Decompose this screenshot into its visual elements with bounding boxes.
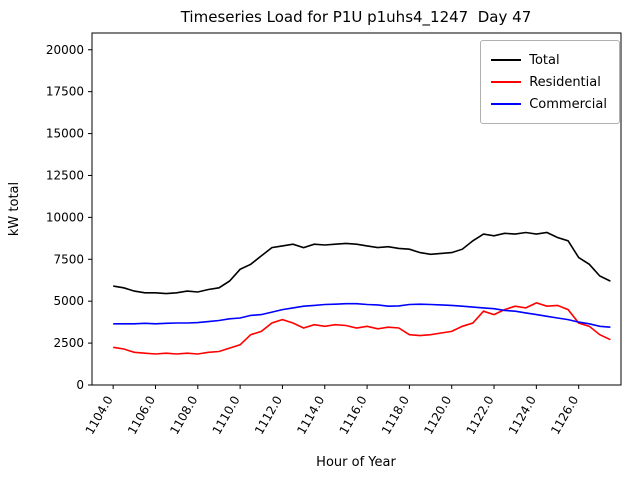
- y-tick-label: 17500: [46, 85, 84, 99]
- x-tick-label: 1114.0: [294, 394, 327, 437]
- y-tick-label: 0: [76, 378, 84, 392]
- commercial-line-swatch: [491, 103, 522, 105]
- y-tick-label: 12500: [46, 168, 84, 182]
- x-axis-label: Hour of Year: [316, 455, 396, 470]
- total-line: [113, 231, 611, 295]
- x-tick-label: 1104.0: [83, 394, 116, 437]
- y-tick-label: 10000: [46, 210, 84, 224]
- x-tick-label: 1122.0: [464, 394, 497, 437]
- legend-item-residential: Residential: [491, 71, 607, 93]
- legend-label-residential: Residential: [529, 74, 601, 90]
- y-axis-label: kW total: [7, 182, 22, 236]
- residential-line: [113, 302, 611, 355]
- x-tick-label: 1116.0: [337, 394, 370, 437]
- y-axis-ticks: 0 2500 5000 7500 10000 12500 15000 17500 20000: [46, 43, 92, 392]
- legend-item-total: Total: [491, 49, 607, 71]
- x-tick-label: 1120.0: [421, 394, 454, 437]
- legend-label-total: Total: [529, 52, 560, 68]
- y-tick-label: 20000: [46, 43, 84, 57]
- x-tick-label: 1110.0: [210, 394, 243, 437]
- x-axis-ticks: 1104.0 1106.0 1108.0 1110.0 1112.0 1114.0 1116…: [83, 385, 581, 437]
- legend-item-commercial: Commercial: [491, 93, 607, 115]
- plot-lines: [113, 231, 611, 355]
- x-tick-label: 1112.0: [252, 394, 285, 437]
- x-tick-label: 1118.0: [379, 394, 412, 437]
- x-tick-label: 1108.0: [167, 394, 200, 437]
- chart-title: Timeseries Load for P1U p1uhs4_1247 Day …: [180, 8, 532, 27]
- x-tick-label: 1126.0: [548, 394, 581, 437]
- legend-label-commercial: Commercial: [529, 96, 607, 112]
- commercial-line: [113, 302, 611, 328]
- legend: Total Residential Commercial: [480, 40, 620, 124]
- y-tick-label: 15000: [46, 127, 84, 141]
- residential-line-swatch: [491, 81, 522, 83]
- y-tick-label: 5000: [53, 294, 84, 308]
- x-tick-label: 1124.0: [506, 394, 539, 437]
- y-tick-label: 7500: [53, 252, 84, 266]
- x-tick-label: 1106.0: [125, 394, 158, 437]
- plot-border: [91, 32, 622, 386]
- y-tick-label: 2500: [53, 336, 84, 350]
- total-line-swatch: [491, 59, 522, 61]
